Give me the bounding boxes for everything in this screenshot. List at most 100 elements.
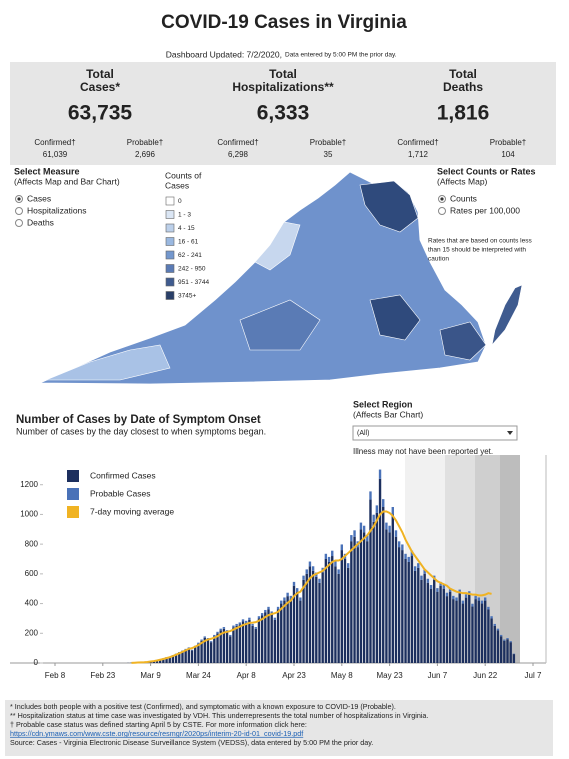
bar [350, 541, 353, 663]
rate-note: than 15 should be interpreted with [428, 247, 526, 254]
bar [187, 647, 191, 649]
footer-link[interactable]: https://cdn.ymaws.com/www.cste.org/resou… [10, 729, 303, 738]
bar [219, 628, 222, 631]
updated: Dashboard Updated: 7/2/2020, [166, 49, 282, 59]
stat-label: Total [449, 67, 477, 81]
bar [493, 623, 496, 626]
radio-label[interactable]: Deaths [27, 217, 54, 227]
bar [458, 589, 461, 594]
bar [382, 499, 385, 507]
bar [264, 612, 267, 663]
bar [417, 567, 420, 663]
bar [369, 491, 372, 500]
control-subtitle: (Affects Map) [437, 176, 488, 186]
bar [372, 521, 375, 663]
bar [251, 623, 254, 626]
radio-label[interactable]: Rates per 100,000 [450, 205, 520, 215]
legend-swatch [67, 506, 79, 518]
bar [158, 659, 162, 663]
shade-band [500, 455, 520, 663]
region-value[interactable]: (All) [357, 430, 369, 437]
legend-label: 951 - 3744 [178, 279, 209, 286]
y-tick-label: 0 [34, 658, 39, 667]
bar [225, 631, 229, 663]
legend-label: Probable Cases [90, 488, 150, 498]
bar [417, 563, 420, 568]
y-tick-label: 1000 [20, 510, 38, 519]
bar [480, 600, 484, 604]
bar [283, 600, 286, 663]
bar [190, 650, 194, 663]
bar [337, 573, 340, 663]
x-tick-label: Mar 24 [186, 671, 211, 680]
bar [260, 615, 264, 663]
confirmed-value: 1,712 [408, 150, 429, 159]
x-tick-label: Mar 9 [140, 671, 161, 680]
bar [471, 606, 474, 663]
bar [241, 621, 245, 663]
bar [302, 579, 305, 663]
radio[interactable] [438, 207, 446, 215]
bar [366, 535, 369, 542]
footer-panel [5, 700, 553, 756]
bar [378, 469, 382, 479]
region-dropdown[interactable] [352, 425, 518, 441]
bar [512, 654, 516, 663]
bar [382, 507, 385, 663]
bar [292, 585, 296, 663]
bar [276, 609, 280, 663]
bar [270, 611, 273, 614]
legend-title: Counts of [165, 170, 202, 180]
bar [286, 596, 289, 663]
footer-note: ** Hospitalization status at time case w… [10, 711, 428, 720]
stat-value: 6,333 [257, 102, 310, 125]
bar [490, 618, 493, 663]
bar [353, 530, 356, 537]
bar [318, 582, 321, 663]
bar [295, 591, 299, 663]
radio-label[interactable]: Cases [27, 193, 51, 203]
bar [289, 599, 293, 663]
control-title: Select Measure [14, 166, 80, 176]
legend-swatch [165, 237, 175, 246]
bar [327, 556, 331, 562]
bar [264, 609, 267, 613]
bar [254, 628, 257, 663]
bar [423, 569, 426, 574]
bar [452, 595, 455, 600]
map-region [254, 221, 301, 271]
bar [404, 553, 407, 559]
legend-swatch [165, 196, 175, 206]
radio[interactable] [15, 219, 23, 227]
bar [308, 566, 312, 663]
probable-value: 35 [324, 150, 333, 159]
y-tick-label: 600 [25, 569, 39, 578]
bar [375, 505, 379, 513]
bar [238, 624, 242, 663]
bar [474, 599, 477, 663]
map-region [45, 344, 171, 381]
y-tick-label: 800 [25, 539, 39, 548]
radio-label[interactable]: Hospitalizations [27, 205, 87, 215]
legend-label: 1 - 3 [178, 212, 191, 219]
map-region [359, 180, 419, 233]
bar [232, 627, 235, 663]
bar [455, 600, 458, 663]
bar [273, 619, 277, 663]
bar [429, 588, 433, 663]
bar [241, 619, 245, 622]
x-tick-label: Jul 7 [525, 671, 542, 680]
bar [327, 561, 331, 663]
bar [346, 563, 350, 568]
x-tick-label: Feb 23 [90, 671, 115, 680]
radio-label[interactable]: Counts [450, 193, 477, 203]
bar [388, 525, 391, 533]
footer-note: † Probable case status was defined start… [10, 720, 307, 729]
bar [353, 536, 356, 663]
legend-label: 4 - 15 [178, 225, 195, 232]
bar [334, 561, 337, 567]
radio[interactable] [15, 207, 23, 215]
bar [331, 556, 334, 663]
footer-note: * Includes both people with a positive t… [10, 702, 396, 711]
